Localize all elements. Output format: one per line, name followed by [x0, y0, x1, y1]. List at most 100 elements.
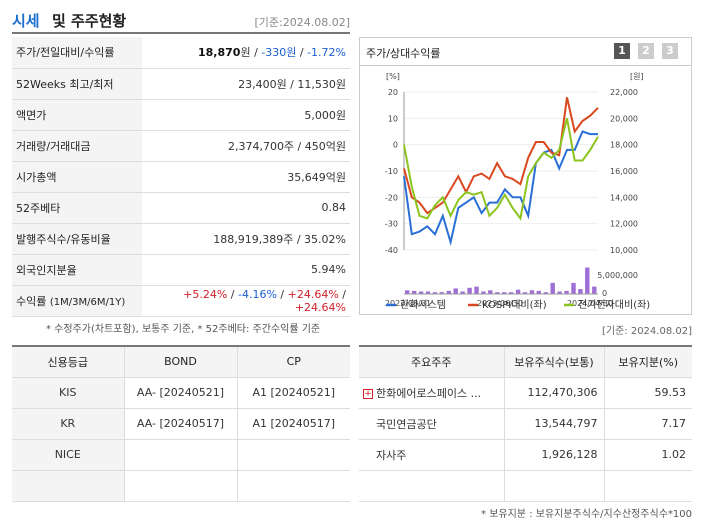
row-52weeks: 52Weeks 최고/최저 23,400원 / 11,530원	[12, 68, 350, 100]
table-row: + 한화에어로스페이스 ... 112,470,306 59.53	[359, 377, 692, 409]
row-par: 액면가 5,000원	[12, 99, 350, 131]
volume-bar	[439, 292, 444, 294]
credit-bond: AA- [20240517]	[123, 408, 237, 440]
chart-title: 주가/상대수익률	[366, 47, 441, 60]
price-label: 주가/전일대비/수익률	[12, 37, 142, 69]
table-row	[12, 470, 350, 502]
separator: /	[338, 287, 346, 301]
right-axis-unit: [원]	[630, 72, 644, 81]
credit-header-rating: 신용등급	[12, 346, 124, 378]
series-line	[403, 118, 599, 221]
holder-name: 자사주	[359, 439, 504, 471]
shares-value: 188,919,389주 / 35.02%	[142, 223, 350, 255]
return-3m: -4.16%	[238, 287, 277, 301]
volume-bar	[522, 292, 528, 294]
left-tick-label: 20	[388, 88, 398, 97]
chart-header: 주가/상대수익률 1 2 3	[360, 38, 691, 66]
credit-header-bond: BOND	[123, 346, 237, 378]
volume-bar	[571, 282, 576, 294]
series-line	[403, 97, 599, 215]
return-6m: +24.64%	[287, 287, 339, 301]
credit-rating-table: 신용등급 BOND CP KIS AA- [20240521] A1 [2024…	[12, 345, 350, 502]
holder-pct	[603, 470, 692, 502]
left-tick-label: 0	[393, 141, 398, 150]
return-value: +5.24% / -4.16% / +24.64% / +24.64%	[142, 285, 350, 317]
credit-cp	[236, 439, 350, 471]
section-title-main: 시세	[12, 12, 40, 30]
beta-label: 52주베타	[12, 192, 142, 224]
volume-bar	[481, 291, 486, 294]
left-tick-label: -30	[385, 220, 398, 229]
mcap-label: 시가총액	[12, 161, 142, 193]
return-label: 수익률 (1M/3M/6M/1Y)	[12, 285, 142, 317]
separator: /	[296, 46, 308, 60]
credit-bond: AA- [20240521]	[123, 377, 237, 409]
holder-shares	[503, 470, 604, 502]
holders-header-pct: 보유지분(%)	[603, 346, 692, 378]
chart-tab-2[interactable]: 2	[638, 43, 654, 59]
volume-bar	[460, 291, 465, 294]
credit-agency: KR	[12, 408, 124, 440]
volume-bar	[578, 289, 583, 294]
chart-tab-1[interactable]: 1	[614, 43, 630, 59]
beta-value: 0.84	[142, 192, 350, 224]
right-tick-label: 20,000	[610, 114, 638, 123]
left-axis-unit: [%]	[386, 72, 400, 81]
volume-bar	[543, 292, 548, 294]
volume-bar	[488, 290, 493, 294]
credit-agency: KIS	[12, 377, 124, 409]
credit-agency: NICE	[12, 439, 124, 471]
credit-cp: A1 [20240521]	[236, 377, 350, 409]
left-tick-label: 10	[388, 114, 398, 123]
row-mcap: 시가총액 35,649억원	[12, 161, 350, 193]
volume-bar	[446, 290, 451, 294]
par-value: 5,000원	[142, 99, 350, 131]
separator: /	[250, 46, 262, 60]
row-volume: 거래량/거래대금 2,374,700주 / 450억원	[12, 130, 350, 162]
relative-return-chart: [%] [원] 20 10 0 -10 -20 -30 -40 22,000 20,000 18,00…	[385, 72, 650, 311]
left-tick-label: -20	[385, 193, 398, 202]
mcap-value: 35,649억원	[142, 161, 350, 193]
base-date: [기준:2024.08.02]	[254, 16, 350, 29]
legend-label: 전기전자대비(좌)	[578, 299, 650, 311]
chart-panel: 주가/상대수익률 1 2 3 [%] [원] 20 10 0 -10 -20 -30 -40 22…	[359, 37, 692, 315]
holder-name[interactable]: + 한화에어로스페이스 ...	[359, 377, 504, 409]
volume-bar	[502, 292, 507, 294]
price-unit: 원	[240, 46, 251, 60]
holders-header-row: 주요주주 보유주식수(보통) 보유지분(%)	[359, 346, 692, 378]
volume-bar	[495, 292, 500, 294]
separator: /	[227, 287, 238, 301]
volume-bar	[585, 267, 590, 294]
volume-bar	[432, 292, 438, 294]
volume-bar	[411, 290, 417, 294]
right-tick-label: 12,000	[610, 220, 638, 229]
holder-pct: 7.17	[603, 408, 692, 440]
chart-tab-3[interactable]: 3	[662, 43, 678, 59]
foreign-value: 5.94%	[142, 254, 350, 286]
table-row: 자사주 1,926,128 1.02	[359, 439, 692, 471]
left-tick-label: -10	[385, 167, 398, 176]
right-tick-label: 14,000	[610, 193, 638, 202]
credit-header-cp: CP	[236, 346, 350, 378]
row-price: 주가/전일대비/수익률 18,870원 / -330원 / -1.72%	[12, 37, 350, 69]
volume-bar	[557, 291, 562, 294]
table-row	[359, 470, 692, 502]
section-title-sub: 및 주주현황	[52, 12, 127, 30]
credit-agency	[12, 470, 124, 502]
price-info-table: 주가/전일대비/수익률 18,870원 / -330원 / -1.72% 52W…	[12, 37, 350, 317]
holder-shares: 1,926,128	[503, 439, 604, 471]
volume-bar	[529, 290, 535, 294]
row-shares: 발행주식수/유동비율 188,919,389주 / 35.02%	[12, 223, 350, 255]
volume-tick-zero: 0	[602, 289, 607, 298]
volume-label: 거래량/거래대금	[12, 130, 142, 162]
holders-header-shares: 보유주식수(보통)	[503, 346, 604, 378]
volume-bar	[418, 291, 424, 294]
foreign-label: 외국인지분율	[12, 254, 142, 286]
legend-label: KOSPI대비(좌)	[482, 299, 547, 311]
volume-value: 2,374,700주 / 450억원	[142, 130, 350, 162]
footnote-holders: * 보유지분 : 보유지분주식수/지수산정주식수*100	[481, 509, 692, 520]
table-row: 국민연금공단 13,544,797 7.17	[359, 408, 692, 440]
holder-name: 국민연금공단	[359, 408, 504, 440]
expand-plus-icon[interactable]: +	[363, 388, 373, 399]
right-tick-label: 10,000	[610, 246, 638, 255]
